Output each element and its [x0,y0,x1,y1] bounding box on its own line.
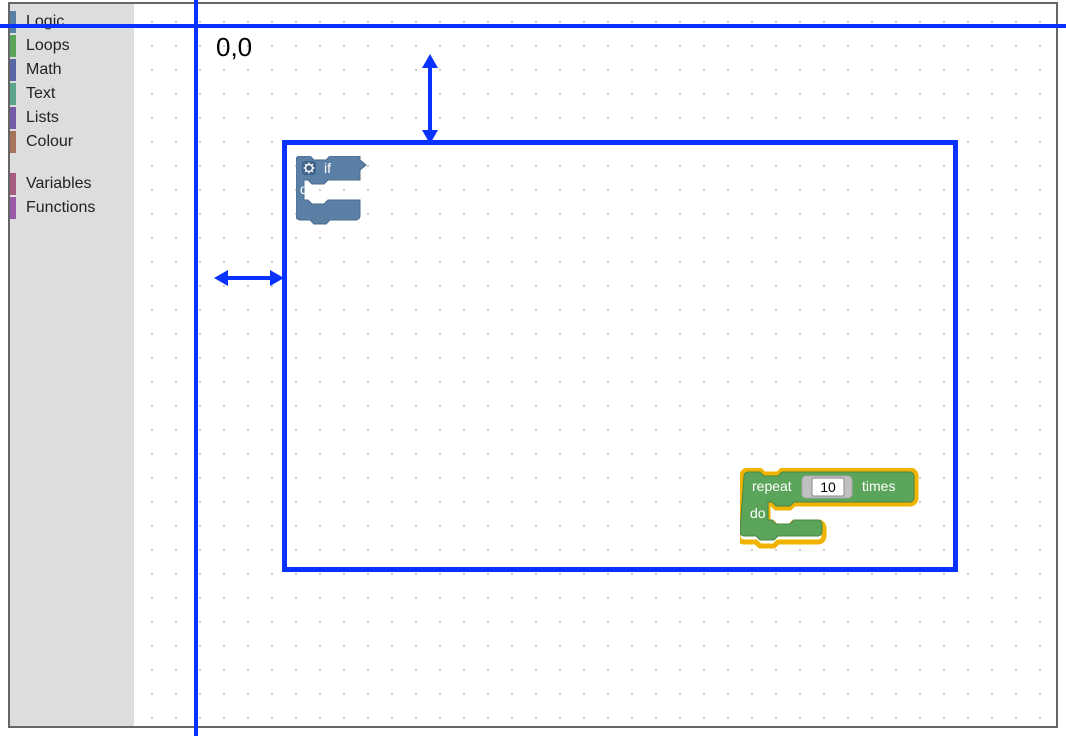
toolbox-item-label: Colour [26,133,73,151]
annotation-bounding-box [282,140,958,572]
toolbox-swatch [10,11,16,33]
toolbox-swatch [10,107,16,129]
toolbox-item-functions[interactable]: Functions [10,196,134,220]
toolbox-item-label: Text [26,85,55,103]
annotation-arrow-vertical [418,54,442,144]
toolbox-item-logic[interactable]: Logic [10,10,134,34]
toolbox-gap [10,154,134,172]
toolbox-swatch [10,35,16,57]
toolbox-item-lists[interactable]: Lists [10,106,134,130]
toolbox-item-loops[interactable]: Loops [10,34,134,58]
toolbox-item-colour[interactable]: Colour [10,130,134,154]
toolbox-swatch [10,197,16,219]
toolbox-sidebar: Logic Loops Math Text Lists Colour Varia… [10,4,134,726]
toolbox-item-label: Functions [26,199,95,217]
toolbox-item-label: Lists [26,109,59,127]
origin-label: 0,0 [216,32,252,63]
toolbox-item-math[interactable]: Math [10,58,134,82]
toolbox-item-variables[interactable]: Variables [10,172,134,196]
toolbox-swatch [10,173,16,195]
annotation-arrow-horizontal [214,266,284,290]
annotation-axis-vertical [194,0,198,736]
toolbox-swatch [10,59,16,81]
annotation-axis-horizontal [0,24,1066,28]
toolbox-item-label: Variables [26,175,92,193]
toolbox-swatch [10,83,16,105]
toolbox-item-label: Loops [26,37,70,55]
toolbox-item-label: Logic [26,13,64,31]
toolbox-item-label: Math [26,61,62,79]
toolbox-item-text[interactable]: Text [10,82,134,106]
toolbox-swatch [10,131,16,153]
